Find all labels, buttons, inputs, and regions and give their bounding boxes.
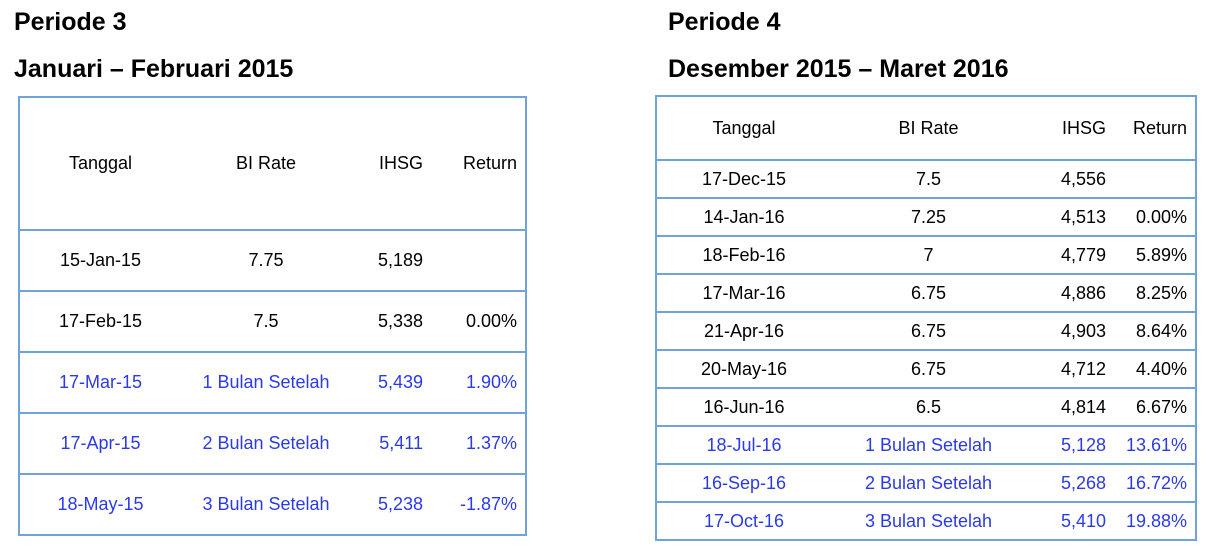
table-row: 20-May-16 6.75 4,712 4.40% [656,349,1196,389]
cell-return: 5.89% [1114,235,1196,275]
table-row: 16-Jun-16 6.5 4,814 6.67% [656,387,1196,427]
periode-3-title: Periode 3 [14,8,127,36]
cell-ihsg: 5,411 [351,412,431,475]
periode-3-date-range: Januari – Februari 2015 [14,55,294,83]
table-row: 18-Jul-16 1 Bulan Setelah 5,128 13.61% [656,425,1196,465]
cell-ihsg: 4,779 [1026,235,1114,275]
periode-3-table: Tanggal BI Rate IHSG Return 15-Jan-15 7.7… [18,96,527,536]
table-row: 16-Sep-16 2 Bulan Setelah 5,268 16.72% [656,463,1196,503]
cell-bi-rate: 3 Bulan Setelah [831,501,1026,541]
cell-return [1114,159,1196,199]
cell-tanggal: 17-Feb-15 [19,290,181,353]
col-header-tanggal: Tanggal [656,95,831,161]
col-header-bi-rate: BI Rate [181,96,351,231]
periode-4-date-range: Desember 2015 – Maret 2016 [668,55,1009,83]
cell-tanggal: 17-Mar-15 [19,351,181,414]
cell-ihsg: 5,439 [351,351,431,414]
cell-ihsg: 5,189 [351,229,431,292]
cell-tanggal: 21-Apr-16 [656,311,831,351]
col-header-ihsg: IHSG [1026,95,1114,161]
cell-return: 19.88% [1114,501,1196,541]
cell-ihsg: 5,128 [1026,425,1114,465]
periode-4-title: Periode 4 [668,8,781,36]
cell-return: 0.00% [431,290,526,353]
cell-bi-rate: 7.5 [831,159,1026,199]
table-row: 18-May-15 3 Bulan Setelah 5,238 -1.87% [19,473,526,536]
cell-bi-rate: 7.5 [181,290,351,353]
table-row: 17-Dec-15 7.5 4,556 [656,159,1196,199]
col-header-ihsg: IHSG [351,96,431,231]
col-header-return: Return [1114,95,1196,161]
table-header-row: Tanggal BI Rate IHSG Return [656,95,1196,161]
cell-tanggal: 17-Dec-15 [656,159,831,199]
table-row: 17-Feb-15 7.5 5,338 0.00% [19,290,526,353]
table-header-row: Tanggal BI Rate IHSG Return [19,96,526,231]
cell-bi-rate: 6.75 [831,311,1026,351]
cell-tanggal: 18-Feb-16 [656,235,831,275]
cell-bi-rate: 2 Bulan Setelah [181,412,351,475]
periode-4-table: Tanggal BI Rate IHSG Return 17-Dec-15 7.5… [655,95,1197,541]
cell-return: 1.90% [431,351,526,414]
cell-bi-rate: 6.75 [831,349,1026,389]
cell-bi-rate: 3 Bulan Setelah [181,473,351,536]
col-header-tanggal: Tanggal [19,96,181,231]
cell-bi-rate: 7.75 [181,229,351,292]
cell-ihsg: 4,814 [1026,387,1114,427]
cell-tanggal: 15-Jan-15 [19,229,181,292]
cell-tanggal: 16-Jun-16 [656,387,831,427]
cell-return: -1.87% [431,473,526,536]
cell-bi-rate: 7 [831,235,1026,275]
cell-tanggal: 17-Oct-16 [656,501,831,541]
cell-tanggal: 18-May-15 [19,473,181,536]
cell-tanggal: 17-Mar-16 [656,273,831,313]
table-row: 17-Oct-16 3 Bulan Setelah 5,410 19.88% [656,501,1196,541]
cell-ihsg: 4,712 [1026,349,1114,389]
cell-bi-rate: 1 Bulan Setelah [831,425,1026,465]
cell-return: 8.64% [1114,311,1196,351]
cell-bi-rate: 2 Bulan Setelah [831,463,1026,503]
periode-4-panel: Periode 4 Desember 2015 – Maret 2016 Tan… [655,0,1200,541]
cell-ihsg: 5,338 [351,290,431,353]
cell-return: 6.67% [1114,387,1196,427]
cell-return [431,229,526,292]
cell-return: 8.25% [1114,273,1196,313]
cell-tanggal: 16-Sep-16 [656,463,831,503]
table-row: 21-Apr-16 6.75 4,903 8.64% [656,311,1196,351]
table-row: 17-Mar-16 6.75 4,886 8.25% [656,273,1196,313]
cell-tanggal: 17-Apr-15 [19,412,181,475]
cell-bi-rate: 6.5 [831,387,1026,427]
cell-bi-rate: 6.75 [831,273,1026,313]
cell-bi-rate: 7.25 [831,197,1026,237]
cell-return: 16.72% [1114,463,1196,503]
cell-return: 0.00% [1114,197,1196,237]
table-row: 14-Jan-16 7.25 4,513 0.00% [656,197,1196,237]
table-row: 17-Apr-15 2 Bulan Setelah 5,411 1.37% [19,412,526,475]
cell-ihsg: 4,513 [1026,197,1114,237]
cell-tanggal: 20-May-16 [656,349,831,389]
cell-ihsg: 4,886 [1026,273,1114,313]
cell-ihsg: 5,268 [1026,463,1114,503]
cell-tanggal: 14-Jan-16 [656,197,831,237]
cell-ihsg: 4,903 [1026,311,1114,351]
col-header-bi-rate: BI Rate [831,95,1026,161]
cell-ihsg: 5,410 [1026,501,1114,541]
cell-return: 13.61% [1114,425,1196,465]
periode-3-panel: Periode 3 Januari – Februari 2015 Tangga… [14,0,534,536]
cell-return: 1.37% [431,412,526,475]
cell-ihsg: 5,238 [351,473,431,536]
cell-return: 4.40% [1114,349,1196,389]
cell-tanggal: 18-Jul-16 [656,425,831,465]
cell-bi-rate: 1 Bulan Setelah [181,351,351,414]
table-row: 18-Feb-16 7 4,779 5.89% [656,235,1196,275]
cell-ihsg: 4,556 [1026,159,1114,199]
table-row: 15-Jan-15 7.75 5,189 [19,229,526,292]
col-header-return: Return [431,96,526,231]
table-row: 17-Mar-15 1 Bulan Setelah 5,439 1.90% [19,351,526,414]
